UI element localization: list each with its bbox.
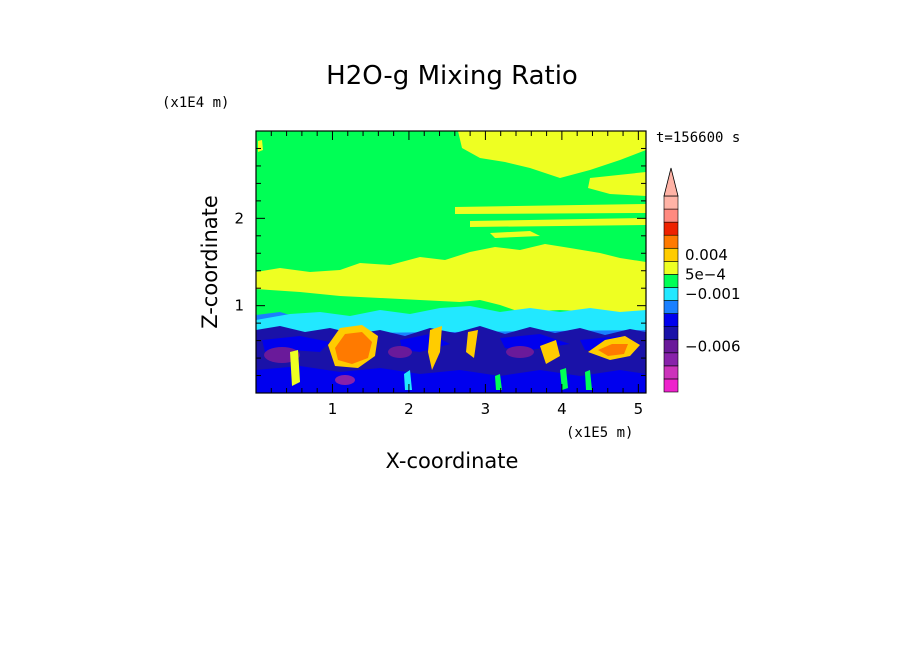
moist-streak — [540, 340, 560, 364]
blue-streak — [256, 366, 646, 393]
colorbar-swatch — [663, 300, 679, 314]
colorbar-swatch — [663, 274, 679, 288]
y-axis: 12 — [234, 147, 646, 377]
moist-blob — [335, 332, 372, 364]
x-tick-label: 2 — [404, 400, 414, 418]
colorbar-swatch — [663, 208, 679, 223]
colorbar-swatch — [663, 352, 679, 367]
x-tick-label: 3 — [481, 400, 491, 418]
moist-streak — [404, 370, 412, 390]
colorbar-swatch — [663, 247, 679, 262]
colorbar-swatch — [663, 378, 679, 393]
x-scale-label: (x1E5 m) — [566, 425, 633, 441]
colorbar-tick-label: −0.006 — [685, 337, 741, 355]
colorbar-tick-label: 5e−4 — [685, 265, 726, 283]
x-tick-label: 1 — [328, 400, 338, 418]
colorbar-swatch — [663, 234, 679, 249]
x-axis-label: X-coordinate — [386, 449, 519, 473]
moist-streak — [466, 330, 478, 358]
colorbar-swatch — [663, 221, 679, 236]
dry-pocket — [388, 346, 412, 358]
upper-moist-patch — [490, 231, 540, 238]
dry-pocket — [335, 375, 355, 385]
chart-title: H2O-g Mixing Ratio — [326, 61, 578, 91]
colorbar-swatch — [663, 365, 679, 380]
colorbar-swatch — [663, 313, 679, 327]
moist-blob — [598, 344, 628, 356]
contour-field — [256, 131, 646, 393]
colorbar-swatch — [663, 195, 679, 210]
colorbar-swatch — [663, 261, 679, 275]
x-tick-label: 4 — [557, 400, 567, 418]
moist-streak — [495, 374, 502, 390]
dry-pocket — [506, 346, 534, 358]
time-label: t=156600 s — [656, 130, 740, 146]
moist-streak — [290, 350, 300, 386]
mid-level-band — [256, 244, 646, 315]
moist-streak — [428, 326, 442, 370]
colorbar-tick-label: −0.001 — [685, 285, 741, 303]
colorbar-swatch — [663, 326, 679, 341]
y-tick-label: 1 — [234, 297, 244, 315]
upper-moist-patch — [588, 172, 646, 196]
upper-moist-patch — [258, 140, 263, 152]
upper-moist-patch — [455, 204, 646, 214]
y-scale-label: (x1E4 m) — [162, 95, 229, 111]
y-axis-label: Z-coordinate — [198, 195, 222, 329]
y-tick-label: 2 — [234, 209, 244, 227]
colorbar-swatch — [663, 339, 679, 354]
colorbar-tick-label: 0.004 — [685, 246, 728, 264]
x-tick-label: 5 — [634, 400, 644, 418]
colorbar-extend-arrow — [663, 167, 679, 197]
colorbar-swatch — [663, 287, 679, 301]
upper-moist-patch — [470, 218, 646, 227]
plot-frame — [255, 130, 647, 394]
x-axis: 1 2 3 4 5 — [270, 131, 644, 418]
upper-moist-patch — [458, 131, 646, 178]
moist-streak — [585, 370, 592, 390]
